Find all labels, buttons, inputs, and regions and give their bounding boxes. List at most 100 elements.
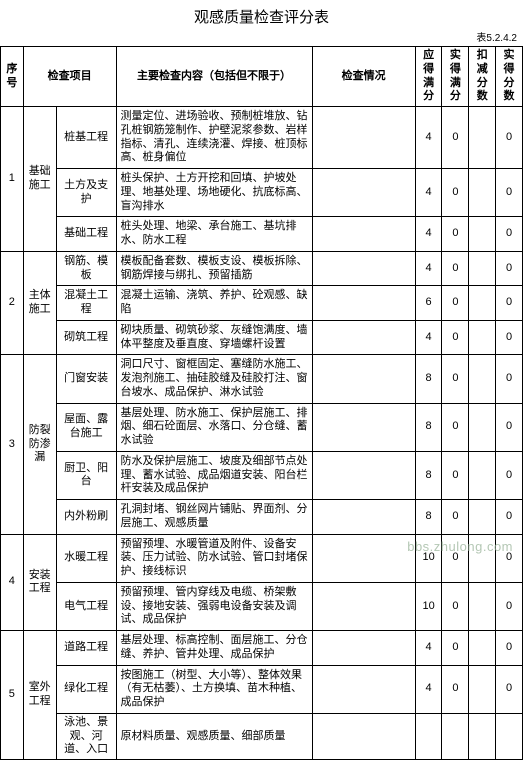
item-cell: 屋面、露台施工 xyxy=(56,403,116,451)
content-cell: 砌块质量、砌筑砂浆、灰缝饱满度、墙体平整度及垂直度、穿墙螺杆设置 xyxy=(116,320,312,355)
score-cell xyxy=(469,217,496,252)
col-score-final: 实得分数 xyxy=(496,47,523,107)
score-cell: 0 xyxy=(442,251,469,286)
item-cell: 基础工程 xyxy=(56,217,116,252)
score-cell xyxy=(469,631,496,666)
score-cell: 10 xyxy=(415,582,442,630)
score-cell: 4 xyxy=(415,665,442,713)
status-cell xyxy=(312,286,415,321)
table-row: 屋面、露台施工基层处理、防水施工、保护层施工、排烟、细石砼面层、水落口、分仓缝、… xyxy=(1,403,523,451)
score-cell xyxy=(469,582,496,630)
item-cell: 砌筑工程 xyxy=(56,320,116,355)
table-header-row: 序号 检查项目 主要检查内容（包括但不限于） 检查情况 应得满分 实得满分 扣减… xyxy=(1,47,523,107)
score-cell xyxy=(442,713,469,759)
col-seq: 序号 xyxy=(1,47,24,107)
status-cell xyxy=(312,251,415,286)
score-cell: 4 xyxy=(415,251,442,286)
content-cell: 原材料质量、观感质量、细部质量 xyxy=(116,713,312,759)
table-row: 1基础施工桩基工程测量定位、进场验收、预制桩堆放、钻孔桩钢筋笼制作、护壁泥浆参数… xyxy=(1,107,523,169)
score-cell: 6 xyxy=(415,286,442,321)
score-cell xyxy=(469,665,496,713)
col-score-actual: 实得满分 xyxy=(442,47,469,107)
status-cell xyxy=(312,713,415,759)
table-row: 土方及支护桩头保护、土方开挖和回填、护坡处理、地基处理、场地硬化、抗底标高、盲沟… xyxy=(1,169,523,217)
score-cell xyxy=(469,320,496,355)
score-cell: 8 xyxy=(415,500,442,535)
status-cell xyxy=(312,107,415,169)
score-cell: 0 xyxy=(496,251,523,286)
table-row: 混凝土工程混凝土运输、浇筑、养护、砼观感、缺陷600 xyxy=(1,286,523,321)
score-cell: 0 xyxy=(496,217,523,252)
seq-cell: 3 xyxy=(1,355,24,534)
score-cell xyxy=(469,251,496,286)
table-row: 2主体施工钢筋、模板模板配备套数、模板支设、模板拆除、钢筋焊接与绑扎、预留插筋4… xyxy=(1,251,523,286)
seq-cell: 4 xyxy=(1,534,24,631)
item-cell: 水暖工程 xyxy=(56,534,116,582)
table-row: 内外粉刷孔洞封堵、钢丝网片铺贴、界面剂、分层施工、观感质量800 xyxy=(1,500,523,535)
item-cell: 混凝土工程 xyxy=(56,286,116,321)
item-cell: 内外粉刷 xyxy=(56,500,116,535)
score-cell: 0 xyxy=(442,320,469,355)
content-cell: 基层处理、标高控制、面层施工、分仓缝、养护、管井处理、成品保护 xyxy=(116,631,312,666)
inspection-table: 序号 检查项目 主要检查内容（包括但不限于） 检查情况 应得满分 实得满分 扣减… xyxy=(0,46,523,760)
score-cell: 0 xyxy=(442,217,469,252)
score-cell: 0 xyxy=(496,107,523,169)
content-cell: 混凝土运输、浇筑、养护、砼观感、缺陷 xyxy=(116,286,312,321)
col-project: 检查项目 xyxy=(23,47,116,107)
status-cell xyxy=(312,500,415,535)
score-cell xyxy=(469,286,496,321)
score-cell: 0 xyxy=(496,534,523,582)
project-cell: 安装工程 xyxy=(23,534,56,631)
item-cell: 门窗安装 xyxy=(56,355,116,403)
score-cell: 8 xyxy=(415,403,442,451)
score-cell: 0 xyxy=(442,403,469,451)
score-cell xyxy=(469,534,496,582)
table-code: 表5.2.4.2 xyxy=(0,29,523,46)
status-cell xyxy=(312,665,415,713)
project-cell: 主体施工 xyxy=(23,251,56,355)
score-cell: 4 xyxy=(415,320,442,355)
score-cell xyxy=(469,355,496,403)
table-row: 3防裂防渗漏门窗安装洞口尺寸、窗框固定、塞缝防水施工、发泡剂施工、抽硅胶缝及硅胶… xyxy=(1,355,523,403)
status-cell xyxy=(312,320,415,355)
score-cell xyxy=(469,451,496,499)
score-cell: 0 xyxy=(442,169,469,217)
score-cell: 0 xyxy=(496,403,523,451)
content-cell: 预留预埋、水暖管道及附件、设备安装、压力试验、防水试验、管口封堵保护、接线标识 xyxy=(116,534,312,582)
score-cell: 0 xyxy=(496,631,523,666)
table-row: 绿化工程按图施工（树型、大小等）、整体效果（有无枯萎）、土方换填、苗木种植、成品… xyxy=(1,665,523,713)
status-cell xyxy=(312,631,415,666)
col-status: 检查情况 xyxy=(312,47,415,107)
project-cell: 防裂防渗漏 xyxy=(23,355,56,534)
item-cell: 桩基工程 xyxy=(56,107,116,169)
status-cell xyxy=(312,403,415,451)
content-cell: 测量定位、进场验收、预制桩堆放、钻孔桩钢筋笼制作、护壁泥浆参数、岩样指标、清孔、… xyxy=(116,107,312,169)
score-cell: 0 xyxy=(496,582,523,630)
col-score-deduct: 扣减分数 xyxy=(469,47,496,107)
score-cell: 8 xyxy=(415,355,442,403)
status-cell xyxy=(312,169,415,217)
item-cell: 土方及支护 xyxy=(56,169,116,217)
score-cell xyxy=(415,713,442,759)
col-score-should: 应得满分 xyxy=(415,47,442,107)
table-row: 泳池、景观、河道、入口原材料质量、观感质量、细部质量 xyxy=(1,713,523,759)
score-cell: 4 xyxy=(415,169,442,217)
status-cell xyxy=(312,534,415,582)
page-title: 观感质量检查评分表 xyxy=(0,0,523,29)
content-cell: 桩头处理、地梁、承台施工、基坑排水、防水工程 xyxy=(116,217,312,252)
score-cell: 0 xyxy=(442,582,469,630)
item-cell: 钢筋、模板 xyxy=(56,251,116,286)
item-cell: 绿化工程 xyxy=(56,665,116,713)
score-cell: 0 xyxy=(442,500,469,535)
score-cell xyxy=(469,500,496,535)
content-cell: 基层处理、防水施工、保护层施工、排烟、细石砼面层、水落口、分仓缝、蓄水试验 xyxy=(116,403,312,451)
score-cell xyxy=(469,169,496,217)
score-cell xyxy=(469,713,496,759)
status-cell xyxy=(312,451,415,499)
score-cell: 0 xyxy=(442,665,469,713)
score-cell: 0 xyxy=(496,451,523,499)
score-cell: 0 xyxy=(442,355,469,403)
score-cell: 4 xyxy=(415,217,442,252)
table-row: 电气工程预留预埋、管内穿线及电缆、桥架敷设、接地安装、强弱电设备安装及调试、成品… xyxy=(1,582,523,630)
score-cell: 0 xyxy=(496,665,523,713)
